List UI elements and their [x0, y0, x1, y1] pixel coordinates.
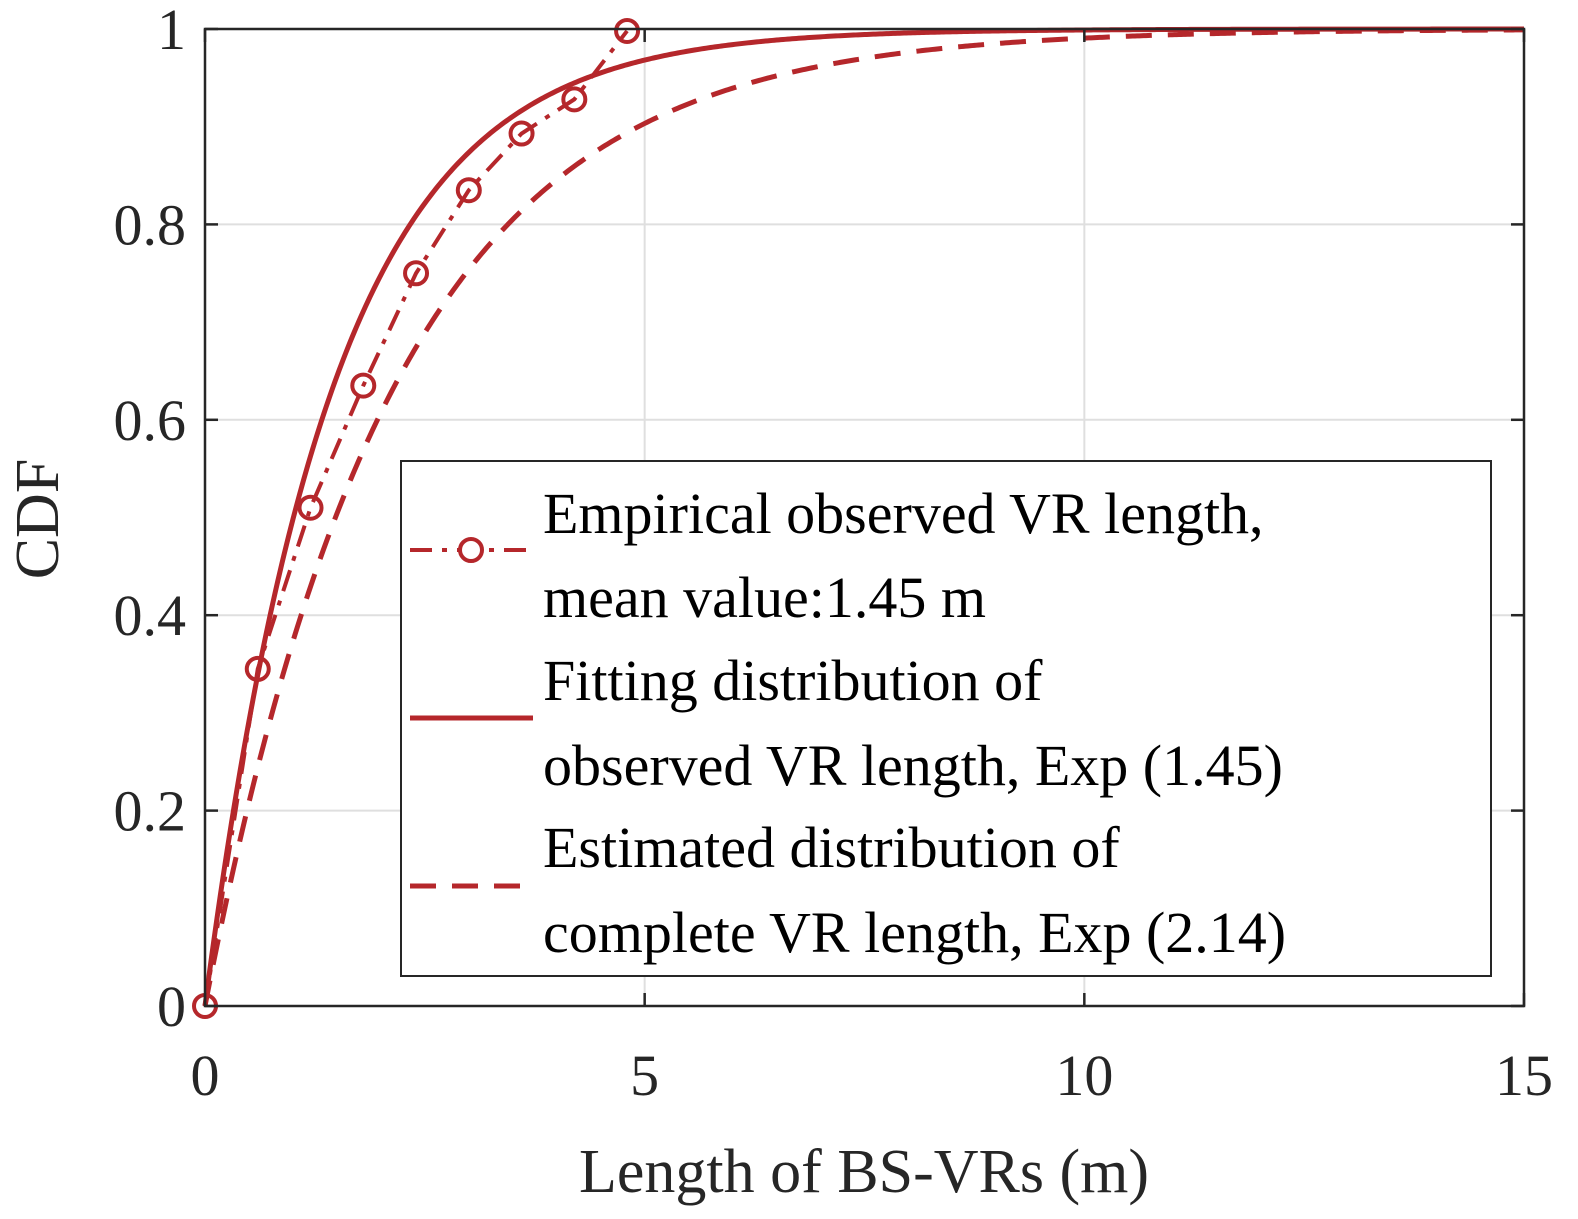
legend-entry-fitted-line1: Fitting distribution of	[543, 648, 1043, 713]
y-tick-label: 1	[157, 0, 186, 62]
empirical-point	[297, 494, 324, 521]
y-axis-label: CDF	[4, 459, 72, 580]
y-tick-label: 0.8	[114, 192, 187, 257]
legend-entry-empirical-line1: Empirical observed VR length,	[543, 481, 1264, 546]
empirical-point	[455, 177, 482, 204]
legend-entry-estimated-line1: Estimated distribution of	[543, 815, 1120, 880]
legend-marker-empirical	[458, 537, 484, 563]
y-tick-label: 0.2	[114, 779, 187, 844]
empirical-point	[614, 17, 641, 44]
estimated-distribution-line	[202, 27, 1525, 1007]
legend-samples	[410, 537, 533, 889]
x-tick-label: 5	[630, 1043, 659, 1108]
y-tick-label: 0.4	[114, 583, 187, 648]
y-tick-label: 0	[157, 974, 186, 1039]
plot-frame	[203, 27, 1526, 1008]
x-tick-label: 0	[191, 1043, 220, 1108]
x-tick-label: 15	[1495, 1043, 1553, 1108]
empirical-line	[203, 29, 629, 1007]
axes-ticks: 0 5 10 15 0 0.2 0.4 0.6 0.8 1	[114, 0, 1554, 1108]
y-tick-label: 0.6	[114, 388, 187, 453]
x-axis-label: Length of BS-VRs (m)	[579, 1138, 1149, 1206]
legend-entry-fitted-line2: observed VR length, Exp (1.45)	[543, 733, 1283, 798]
empirical-point	[350, 372, 377, 399]
legend: Empirical observed VR length, mean value…	[400, 460, 1492, 977]
empirical-point	[244, 655, 271, 682]
empirical-point	[508, 120, 535, 147]
legend-entry-estimated-line2: complete VR length, Exp (2.14)	[543, 900, 1286, 965]
legend-box	[400, 460, 1492, 977]
empirical-point	[403, 260, 430, 287]
legend-entry-empirical-line2: mean value:1.45 m	[543, 565, 986, 630]
empirical-point	[561, 86, 588, 113]
x-tick-label: 10	[1055, 1043, 1113, 1108]
